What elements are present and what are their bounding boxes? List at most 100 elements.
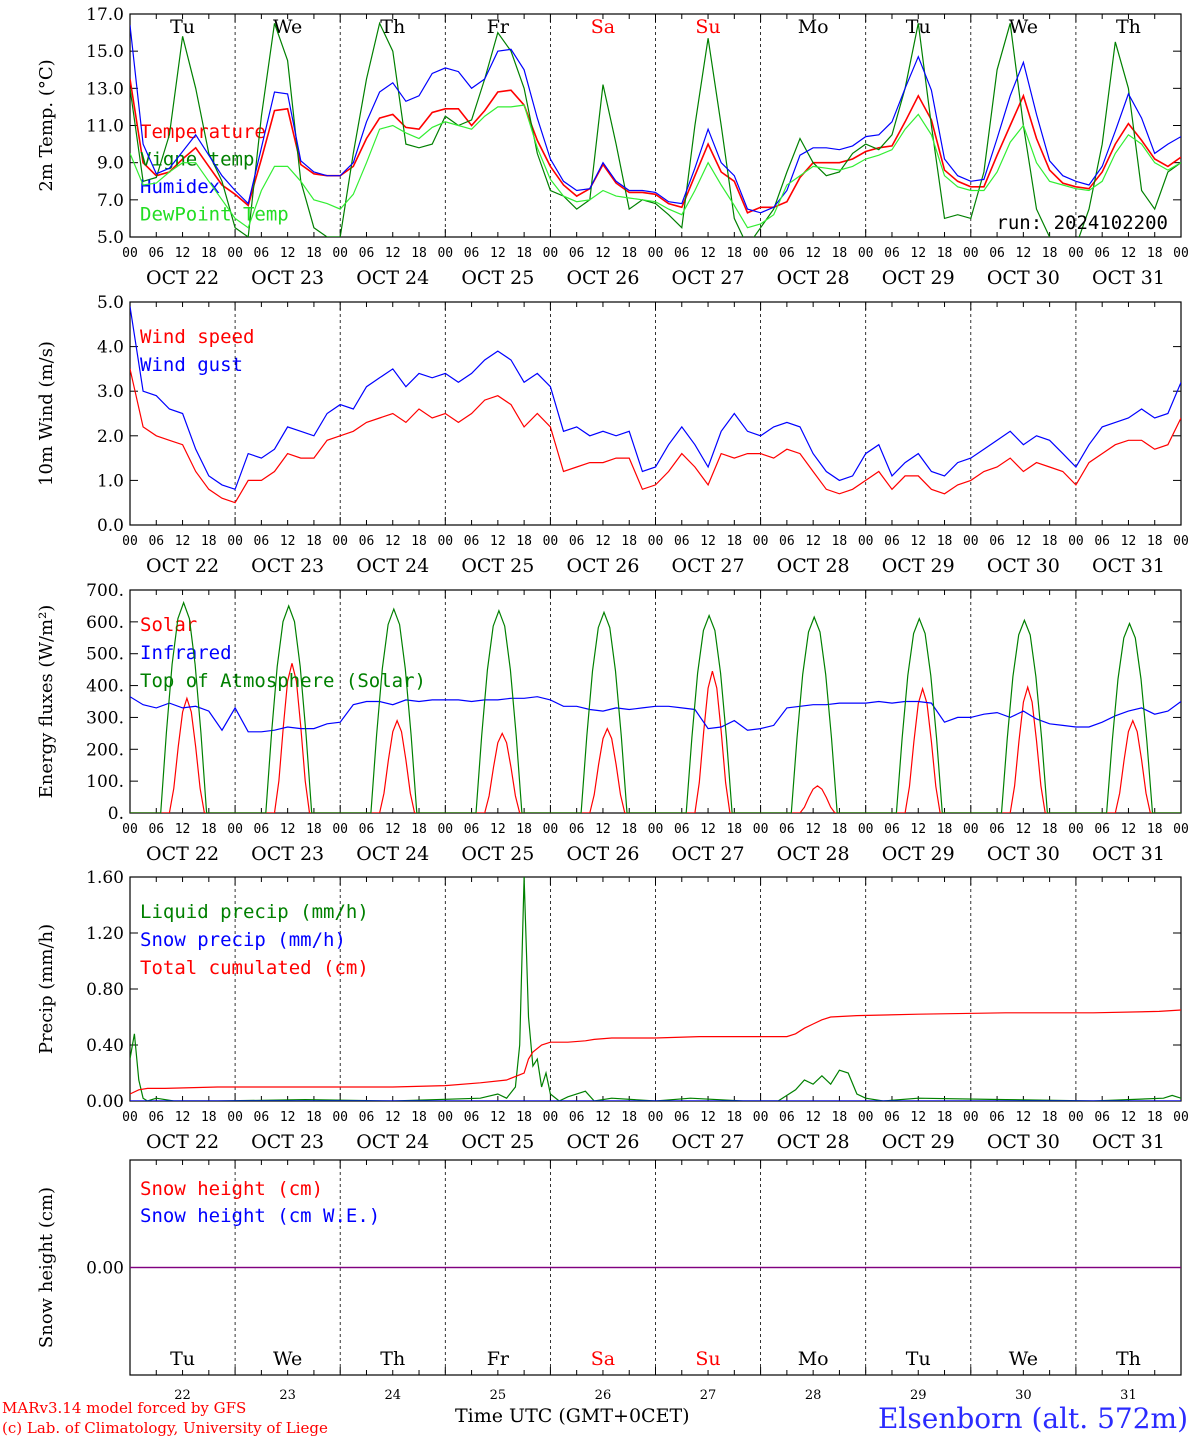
hour-tick-label: 18 [621,246,637,261]
y-tick-label: 17.0 [86,5,124,25]
y-axis-label: Energy fluxes (W/m²) [36,605,57,799]
weekday-label: Su [695,1348,720,1370]
hour-tick-label: 12 [910,534,926,549]
hour-tick-label: 18 [306,822,322,837]
hour-tick-label: 18 [411,822,427,837]
day-number-label: 29 [910,1388,927,1400]
weekday-label: Sa [591,1348,615,1370]
y-tick-label: 0.0 [97,516,124,536]
hour-tick-label: 00 [648,534,664,549]
y-tick-label: 11.0 [86,117,124,137]
hour-tick-label: 06 [359,534,375,549]
hour-tick-label: 06 [148,1110,164,1125]
hour-tick-label: 06 [674,822,690,837]
series-line-wind-speed [130,368,1181,504]
hour-tick-label: 12 [1121,246,1137,261]
hour-tick-label: 18 [1147,246,1163,261]
legend-entry: Top of Atmosphere (Solar) [140,670,426,692]
y-tick-label: 3.0 [97,382,124,402]
hour-tick-label: 00 [543,534,559,549]
hour-tick-label: 06 [884,1110,900,1125]
hour-tick-label: 18 [1147,534,1163,549]
hour-tick-label: 00 [648,822,664,837]
hour-tick-label: 06 [254,1110,270,1125]
y-tick-label: 7.0 [97,191,124,211]
y-tick-label: 400. [86,677,124,697]
date-label: OCT 24 [356,267,429,289]
lab-credit: (c) Lab. of Climatology, University of L… [2,1419,328,1437]
meteogram-chart: 5.0 7.0 9.0 11.0 13.0 15.0 17.0 2m Temp. (°C) 00… [36,5,1189,1400]
day-number-label: 27 [700,1388,717,1400]
hour-tick-label: 00 [1068,246,1084,261]
weekday-label: We [1009,1348,1038,1370]
date-label: OCT 29 [882,555,955,577]
y-tick-label: 0.80 [86,980,124,1000]
hour-tick-label: 06 [1094,1110,1110,1125]
hour-tick-label: 12 [490,822,506,837]
hour-tick-label: 12 [1016,822,1032,837]
day-number-label: 25 [490,1388,507,1400]
hour-tick-label: 00 [858,1110,874,1125]
hour-tick-label: 12 [595,246,611,261]
weekday-label: Th [1116,1348,1141,1370]
weekday-label: Tu [170,16,195,38]
hour-tick-label: 18 [937,534,953,549]
hour-tick-label: 18 [621,822,637,837]
legend-entry: Temperature [140,121,266,143]
hour-tick-label: 06 [464,246,480,261]
hour-tick-label: 00 [858,822,874,837]
hour-tick-label: 12 [910,246,926,261]
hour-tick-label: 12 [490,246,506,261]
y-tick-label: 5.0 [97,293,124,313]
date-label: OCT 29 [882,1131,955,1153]
day-number-label: 22 [174,1388,191,1400]
y-tick-label: 4.0 [97,338,124,358]
hour-tick-label: 12 [700,534,716,549]
hour-tick-label: 06 [569,822,585,837]
hour-tick-label: 00 [332,534,348,549]
hour-tick-label: 18 [1042,246,1058,261]
day-number-label: 31 [1120,1388,1137,1400]
date-label: OCT 31 [1092,555,1165,577]
hour-tick-label: 00 [437,1110,453,1125]
panel-precip: 0.00 0.40 0.80 1.20 1.60 Precip (mm/h) 00 06 12 1… [36,868,1189,1153]
weekday-label: Sa [591,16,615,38]
hour-tick-label: 06 [464,1110,480,1125]
date-label: OCT 23 [251,555,324,577]
legend-entry: DewPoint Temp [140,204,289,226]
hour-tick-label: 00 [1068,534,1084,549]
hour-tick-label: 12 [490,534,506,549]
hour-tick-label: 06 [359,1110,375,1125]
hour-tick-label: 00 [122,246,138,261]
y-tick-label: 2.0 [97,427,124,447]
legend-entry: Snow height (cm) [140,1178,323,1200]
weekday-label: Fr [487,1348,510,1370]
hour-tick-label: 18 [937,246,953,261]
hour-tick-label: 12 [1121,822,1137,837]
weekday-label: Tu [170,1348,195,1370]
hour-tick-label: 18 [726,1110,742,1125]
date-label: OCT 30 [987,267,1060,289]
hour-tick-label: 18 [411,1110,427,1125]
day-number-label: 23 [279,1388,296,1400]
date-label: OCT 30 [987,555,1060,577]
day-number-label: 30 [1015,1388,1032,1400]
date-label: OCT 22 [146,267,219,289]
hour-tick-label: 00 [1173,534,1189,549]
hour-tick-label: 18 [832,246,848,261]
hour-tick-label: 12 [910,822,926,837]
hour-tick-label: 00 [753,534,769,549]
hour-tick-label: 00 [753,822,769,837]
date-label: OCT 26 [566,1131,639,1153]
hour-tick-label: 00 [543,1110,559,1125]
hour-tick-label: 00 [963,534,979,549]
date-label: OCT 25 [461,1131,534,1153]
hour-tick-label: 00 [227,822,243,837]
hour-tick-label: 12 [490,1110,506,1125]
hour-tick-label: 12 [910,1110,926,1125]
y-tick-label: 0.00 [86,1259,124,1279]
hour-tick-label: 18 [726,534,742,549]
panel-temperature: 5.0 7.0 9.0 11.0 13.0 15.0 17.0 2m Temp. (°C) 00… [36,5,1189,289]
hour-tick-label: 00 [858,246,874,261]
weekday-label: Su [695,16,720,38]
